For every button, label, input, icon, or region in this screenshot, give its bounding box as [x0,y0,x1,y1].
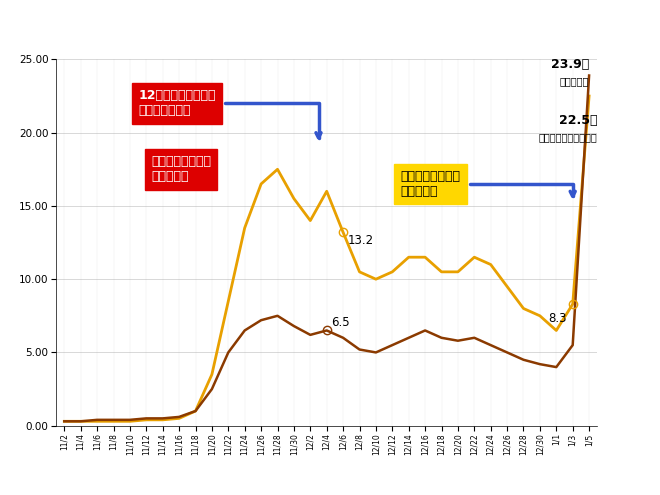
Text: 13.2: 13.2 [348,234,374,247]
Text: 12月を感染拡大防止
強化月間に設定: 12月を感染拡大防止 強化月間に設定 [138,90,321,138]
Text: 宮崎・東諸県圏域の感染状況: 宮崎・東諸県圏域の感染状況 [260,9,400,27]
Text: （県全体）: （県全体） [560,76,589,86]
Text: （宮崎・東諸県圏域）: （宮崎・東諸県圏域） [539,133,597,143]
Text: 8.3: 8.3 [548,312,566,325]
Text: 宮崎市を感染警戒
区域に指定: 宮崎市を感染警戒 区域に指定 [151,155,211,183]
Text: 22.5人: 22.5人 [559,114,597,127]
Text: 都城市を感染警戒
区域に指定: 都城市を感染警戒 区域に指定 [401,170,576,198]
Text: 6.5: 6.5 [331,316,350,329]
Text: 23.9人: 23.9人 [551,58,589,71]
Text: （直近１週間の人口１０万人あたりの新規感染者数）: （直近１週間の人口１０万人あたりの新規感染者数） [220,37,440,52]
